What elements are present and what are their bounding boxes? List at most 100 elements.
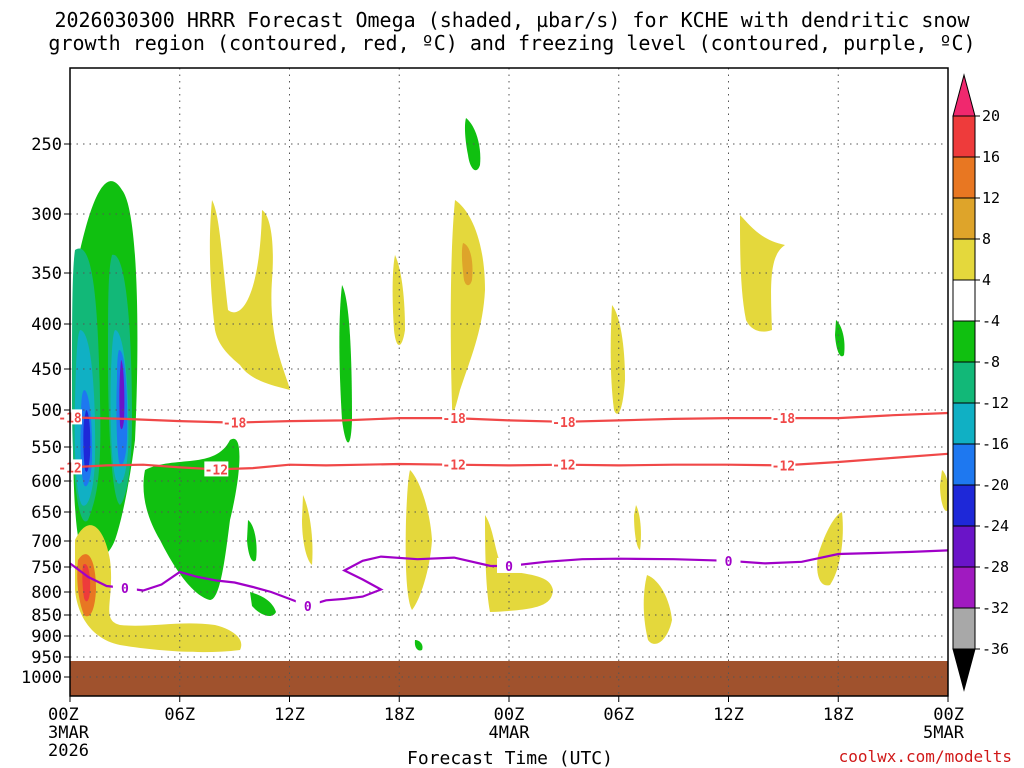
contour-label-bg [716, 552, 741, 568]
colorbar-label: -12 [982, 394, 1009, 412]
x-tick-label: 00Z [933, 705, 964, 725]
omega-area-green-d [247, 520, 257, 562]
contour-label-bg [442, 456, 467, 472]
contour-label: -18 [552, 416, 576, 431]
y-tick-label: 600 [31, 472, 62, 492]
x-tick-label: 18Z [384, 705, 415, 725]
omega-area-green-a [464, 118, 481, 171]
omega-area-yellow-d [610, 305, 625, 414]
contour-label-bg [771, 410, 796, 426]
colorbar-label: 20 [982, 107, 1000, 125]
x-tick-date-label: 3MAR [48, 723, 90, 743]
y-tick-label: 500 [31, 401, 62, 421]
y-tick-label: 700 [31, 532, 62, 552]
colorbar-swatch [952, 648, 976, 692]
omega-area-yellow-k [817, 512, 843, 586]
contour-label: -12 [442, 459, 465, 474]
colorbar-label: -8 [982, 353, 1000, 371]
colorbar-swatch [952, 443, 976, 486]
colorbar-label: 16 [982, 148, 1000, 166]
contour-label: -12 [205, 463, 228, 478]
contour-label-bg [204, 461, 229, 477]
y-tick-label: 850 [31, 606, 62, 626]
omega-area-yellow-l [940, 470, 949, 511]
colorbar-swatch [952, 279, 976, 322]
colorbar-label: -24 [982, 517, 1009, 535]
x-tick-year-label: 2026 [48, 741, 89, 761]
omega-area-green-c [835, 320, 845, 357]
credit-text: coolwx.com/modelts [839, 747, 1012, 766]
x-tick-date-label: 5MAR [923, 723, 965, 743]
omega-area-orange-c [461, 243, 473, 286]
contour-label: 0 [304, 600, 312, 615]
contour-label: 0 [121, 582, 129, 597]
omega-area-navy-1 [83, 410, 91, 472]
colorbar-swatch [952, 402, 976, 445]
omega-area-green-b [339, 285, 352, 443]
contour-label: -12 [552, 459, 575, 474]
y-tick-label: 950 [31, 648, 62, 668]
contour-label: -18 [223, 417, 247, 432]
omega-area-yellow-f [405, 470, 432, 610]
contour-label-bg [551, 413, 576, 429]
contour-label-bg [442, 410, 467, 426]
contour-label-bg [771, 457, 796, 473]
contour-label: -18 [442, 412, 466, 427]
y-tick-label: 450 [31, 360, 62, 380]
contour-label: 0 [505, 560, 513, 575]
x-tick-label: 06Z [164, 705, 195, 725]
colorbar-swatch [952, 156, 976, 199]
omega-area-purple-1 [119, 360, 125, 430]
colorbar-swatch [952, 361, 976, 404]
colorbar-swatch [952, 115, 976, 158]
chart-title-line2: growth region (contoured, red, ºC) and f… [48, 31, 975, 55]
colorbar-swatch [952, 197, 976, 240]
colorbar-swatch [952, 320, 976, 363]
omega-area-green-lower [143, 438, 240, 600]
colorbar-swatch [952, 525, 976, 568]
y-axis: 2503003504004505005506006507007508008509… [21, 135, 70, 688]
omega-area-yellow-h [643, 575, 672, 644]
omega-area-yellow-g [485, 515, 553, 612]
contour-label: -18 [772, 412, 796, 427]
colorbar: 20 16 12 8 4 -4 -8 -12 -16 -20 -24 -28 -32 -36 [952, 73, 1009, 692]
colorbar-swatch [952, 484, 976, 527]
colorbar-label: -20 [982, 476, 1009, 494]
omega-area-yellow-e [740, 215, 785, 332]
colorbar-swatch [952, 73, 976, 117]
omega-area-yellow-low [75, 525, 242, 653]
contour-label: 0 [725, 555, 733, 570]
x-tick-label: 06Z [603, 705, 634, 725]
colorbar-label: -16 [982, 435, 1009, 453]
y-tick-label: 750 [31, 558, 62, 578]
y-tick-label: 550 [31, 438, 62, 458]
y-tick-label: 300 [31, 205, 62, 225]
x-tick-label: 12Z [713, 705, 744, 725]
colorbar-label: -4 [982, 312, 1000, 330]
y-tick-label: 350 [31, 264, 62, 284]
y-tick-label: 1000 [21, 668, 62, 688]
chart-title-line1: 2026030300 HRRR Forecast Omega (shaded, … [54, 8, 970, 32]
x-tick-label: 18Z [823, 705, 854, 725]
x-tick-label: 12Z [274, 705, 305, 725]
x-tick-label: 00Z [494, 705, 525, 725]
omega-area-yellow-i [634, 505, 641, 550]
colorbar-label: 4 [982, 271, 991, 289]
contour-label: -12 [772, 459, 795, 474]
contour-label-bg [497, 557, 521, 573]
contour-line [69, 411, 949, 424]
contour-label-bg [551, 456, 576, 472]
omega-area-green-f [414, 640, 423, 651]
y-tick-label: 400 [31, 315, 62, 335]
x-tick-date-label: 4MAR [489, 723, 531, 743]
y-tick-label: 800 [31, 583, 62, 603]
y-tick-label: 900 [31, 627, 62, 647]
colorbar-label: -32 [982, 599, 1009, 617]
contour-label-bg [295, 597, 320, 613]
contour-label-bg [222, 414, 247, 430]
omega-area-yellow-b [392, 255, 405, 345]
colorbar-swatch [952, 607, 976, 650]
